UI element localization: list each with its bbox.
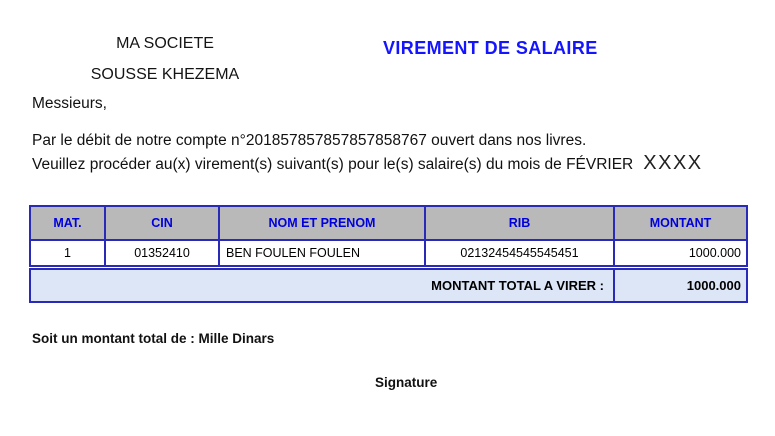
table-header-row: MAT. CIN NOM ET PRENOM RIB MONTANT xyxy=(29,205,748,241)
table-row: 1 01352410 BEN FOULEN FOULEN 02132454545… xyxy=(29,239,748,267)
header-nom-et-prenom: NOM ET PRENOM xyxy=(218,205,426,241)
cell-montant: 1000.000 xyxy=(613,239,748,267)
header-rib: RIB xyxy=(424,205,615,241)
company-block: MA SOCIETE SOUSSE KHEZEMA xyxy=(40,28,290,90)
account-debit-line: Par le débit de notre compte n°201857857… xyxy=(32,132,587,149)
transfers-table: MAT. CIN NOM ET PRENOM RIB MONTANT 1 013… xyxy=(29,205,748,267)
document-title: VIREMENT DE SALAIRE xyxy=(383,38,598,58)
salutation-text: Messieurs, xyxy=(32,95,107,112)
company-name: MA SOCIETE xyxy=(116,35,214,52)
header-montant: MONTANT xyxy=(613,205,748,241)
amount-in-words: Soit un montant total de : Mille Dinars xyxy=(32,331,275,346)
signature-label: Signature xyxy=(375,375,438,390)
total-value: 1000.000 xyxy=(613,268,748,303)
body-paragraph: Par le débit de notre compte n°201857857… xyxy=(32,130,703,176)
instruction-prefix: Veuillez procéder au(x) virement(s) suiv… xyxy=(32,156,634,173)
header-mat: MAT. xyxy=(29,205,106,241)
total-label: MONTANT TOTAL A VIRER : xyxy=(29,268,615,303)
cell-nom-et-prenom: BEN FOULEN FOULEN xyxy=(218,239,426,267)
cell-cin: 01352410 xyxy=(104,239,220,267)
cell-rib: 02132454545545451 xyxy=(424,239,615,267)
total-row: MONTANT TOTAL A VIRER : 1000.000 xyxy=(29,268,748,303)
header-cin: CIN xyxy=(104,205,220,241)
year-placeholder: XXXX xyxy=(643,152,703,174)
company-location: SOUSSE KHEZEMA xyxy=(90,66,240,83)
instruction-line: Veuillez procéder au(x) virement(s) suiv… xyxy=(32,152,703,176)
cell-mat: 1 xyxy=(29,239,106,267)
